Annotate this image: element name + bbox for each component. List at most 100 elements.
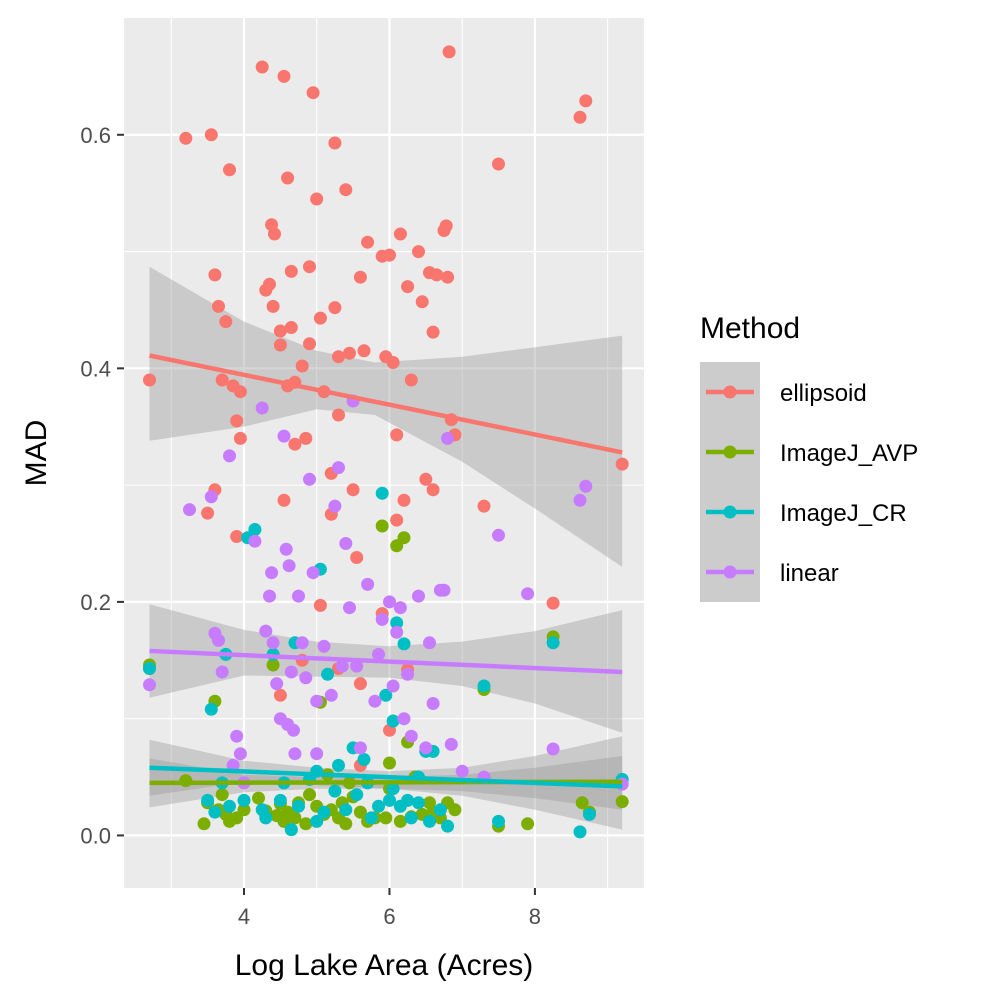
data-point-ImageJ_AVP xyxy=(615,795,629,809)
data-point-ImageJ_CR xyxy=(573,825,587,839)
data-point-ImageJ_CR xyxy=(390,616,404,630)
legend-label-ImageJ_AVP: ImageJ_AVP xyxy=(780,440,918,467)
data-point-ellipsoid xyxy=(546,596,560,610)
x-axis-title: Log Lake Area (Acres) xyxy=(235,949,534,982)
data-point-ImageJ_AVP xyxy=(393,814,407,828)
legend-label-ImageJ_CR: ImageJ_CR xyxy=(780,500,907,527)
data-point-linear xyxy=(393,601,407,615)
data-point-ellipsoid xyxy=(353,270,367,284)
data-point-ImageJ_CR xyxy=(386,782,400,796)
data-point-ImageJ_CR xyxy=(546,636,560,650)
data-point-linear xyxy=(335,659,349,673)
data-point-ellipsoid xyxy=(219,315,233,329)
data-point-linear xyxy=(310,747,324,761)
data-point-linear xyxy=(204,490,218,504)
data-point-ellipsoid xyxy=(439,219,453,233)
data-point-linear xyxy=(215,665,229,679)
data-point-ellipsoid xyxy=(299,431,313,445)
data-point-linear xyxy=(350,659,364,673)
data-point-ImageJ_AVP xyxy=(237,803,251,817)
data-point-ImageJ_AVP xyxy=(448,803,462,817)
data-point-linear xyxy=(444,737,458,751)
data-point-ImageJ_CR xyxy=(357,753,371,766)
data-point-ellipsoid xyxy=(273,688,287,702)
data-point-ellipsoid xyxy=(426,483,440,497)
data-point-ellipsoid xyxy=(404,373,418,387)
data-point-ImageJ_AVP xyxy=(288,811,302,825)
data-point-linear xyxy=(317,639,331,653)
y-axis-title: MAD xyxy=(20,420,53,487)
data-point-ellipsoid xyxy=(419,472,433,486)
trend-line-linear xyxy=(149,648,623,675)
data-point-ImageJ_CR xyxy=(379,688,393,702)
data-point-ImageJ_AVP xyxy=(339,817,353,831)
data-point-ImageJ_CR xyxy=(441,819,455,833)
data-point-ellipsoid xyxy=(201,506,215,520)
data-point-ImageJ_CR xyxy=(433,803,447,817)
data-point-ImageJ_CR xyxy=(401,793,415,807)
data-point-ellipsoid xyxy=(273,324,287,338)
data-point-linear xyxy=(270,677,284,691)
data-point-ImageJ_CR xyxy=(321,667,335,681)
data-point-ImageJ_CR xyxy=(492,814,505,828)
data-point-ellipsoid xyxy=(332,350,345,364)
data-point-ellipsoid xyxy=(273,338,287,352)
data-point-ellipsoid xyxy=(277,493,291,507)
confidence-band-ellipsoid xyxy=(149,266,623,567)
data-point-linear xyxy=(437,583,451,597)
data-point-linear xyxy=(306,566,320,580)
data-point-ImageJ_AVP xyxy=(575,796,589,810)
data-point-ellipsoid xyxy=(415,295,429,309)
data-point-ellipsoid xyxy=(223,163,236,177)
data-point-ImageJ_CR xyxy=(328,784,342,798)
data-point-linear xyxy=(279,542,293,556)
data-point-ImageJ_CR xyxy=(339,803,353,817)
data-point-ImageJ_CR xyxy=(310,814,324,828)
data-point-linear xyxy=(339,537,353,550)
data-point-linear xyxy=(397,712,411,726)
data-point-ImageJ_AVP xyxy=(397,531,411,545)
y-tick-label: 0.6 xyxy=(80,123,111,148)
legend-title: Method xyxy=(700,312,800,345)
data-point-ImageJ_CR xyxy=(583,807,596,821)
data-point-ImageJ_CR xyxy=(332,758,345,772)
data-point-ellipsoid xyxy=(477,499,491,513)
data-point-ellipsoid xyxy=(281,171,295,185)
data-point-ellipsoid xyxy=(343,346,356,360)
data-point-ellipsoid xyxy=(492,157,505,171)
data-point-linear xyxy=(419,741,433,755)
data-point-ImageJ_CR xyxy=(397,637,411,651)
legend-label-linear: linear xyxy=(780,560,839,587)
data-point-linear xyxy=(287,723,300,737)
x-tick-label: 6 xyxy=(383,904,395,929)
legend-key-point-ImageJ_CR xyxy=(723,505,737,519)
data-point-ImageJ_CR xyxy=(259,811,273,825)
data-point-ellipsoid xyxy=(401,280,415,294)
data-point-ImageJ_AVP xyxy=(252,791,265,805)
data-point-ImageJ_CR xyxy=(477,679,491,693)
data-point-ellipsoid xyxy=(212,299,225,313)
data-point-ImageJ_CR xyxy=(201,793,215,807)
data-point-ellipsoid xyxy=(263,277,276,291)
data-point-linear xyxy=(233,747,247,761)
data-point-linear xyxy=(282,559,296,573)
data-point-ImageJ_CR xyxy=(350,788,364,802)
data-point-linear xyxy=(426,697,440,710)
data-point-ellipsoid xyxy=(143,373,156,387)
data-point-ImageJ_CR xyxy=(143,662,156,675)
data-point-ellipsoid xyxy=(310,192,324,206)
data-point-ellipsoid xyxy=(390,513,404,527)
data-point-ImageJ_CR xyxy=(204,702,218,716)
data-point-ellipsoid xyxy=(441,270,455,284)
data-point-ImageJ_CR xyxy=(375,486,389,500)
data-point-linear xyxy=(579,479,593,493)
data-point-linear xyxy=(412,589,425,603)
data-point-ellipsoid xyxy=(295,359,309,373)
data-point-ellipsoid xyxy=(573,110,587,124)
data-point-ellipsoid xyxy=(350,551,364,564)
data-point-ellipsoid xyxy=(383,248,396,262)
data-point-ImageJ_AVP xyxy=(197,817,211,831)
data-point-linear xyxy=(263,589,276,603)
